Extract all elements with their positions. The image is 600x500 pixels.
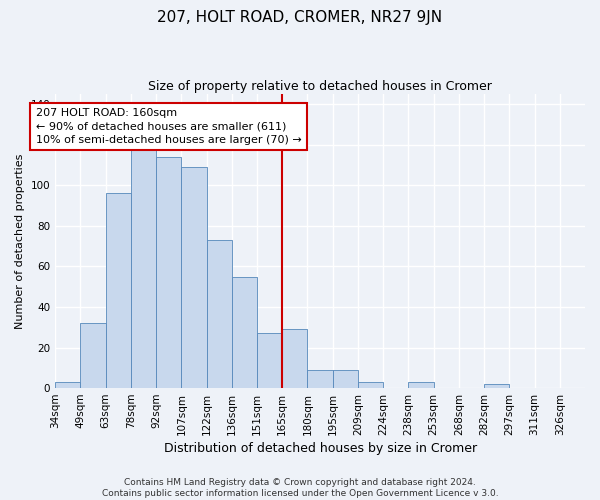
Bar [80, 323, 106, 388]
Bar [307, 370, 332, 388]
Text: Contains HM Land Registry data © Crown copyright and database right 2024.
Contai: Contains HM Land Registry data © Crown c… [101, 478, 499, 498]
Title: Size of property relative to detached houses in Cromer: Size of property relative to detached ho… [148, 80, 492, 93]
Bar [131, 116, 156, 388]
Text: 207, HOLT ROAD, CROMER, NR27 9JN: 207, HOLT ROAD, CROMER, NR27 9JN [157, 10, 443, 25]
Bar [358, 382, 383, 388]
Y-axis label: Number of detached properties: Number of detached properties [15, 154, 25, 329]
Bar [232, 276, 257, 388]
Bar [156, 157, 181, 388]
Bar [181, 167, 206, 388]
Bar [484, 384, 509, 388]
Bar [106, 194, 131, 388]
Bar [257, 334, 282, 388]
Text: 207 HOLT ROAD: 160sqm
← 90% of detached houses are smaller (611)
10% of semi-det: 207 HOLT ROAD: 160sqm ← 90% of detached … [36, 108, 302, 145]
Bar [206, 240, 232, 388]
Bar [409, 382, 434, 388]
Bar [332, 370, 358, 388]
Bar [282, 330, 307, 388]
X-axis label: Distribution of detached houses by size in Cromer: Distribution of detached houses by size … [164, 442, 476, 455]
Bar [55, 382, 80, 388]
